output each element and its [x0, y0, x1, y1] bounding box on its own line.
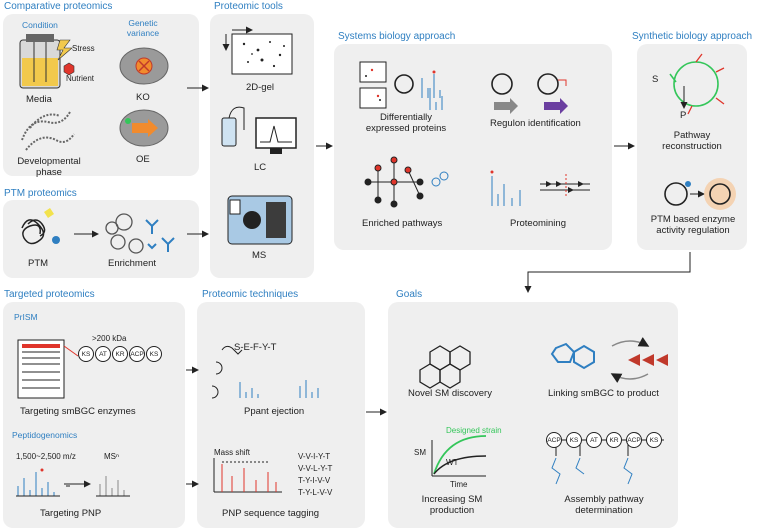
ppant-label: Ppant ejection	[244, 406, 305, 417]
tools-title: Proteomic tools	[214, 1, 283, 12]
assembly-domain-3: AT	[586, 432, 602, 448]
enrichment-proteins-icon	[105, 213, 144, 254]
stress-label: Stress	[72, 44, 95, 53]
media-label: Media	[26, 94, 52, 105]
increasing-label: Increasing SM production	[421, 494, 483, 516]
pnp-label: Targeting PNP	[40, 508, 102, 519]
2d-gel-icon	[222, 26, 293, 75]
prism-domain-2: AT	[95, 346, 111, 362]
pathway-cycle-icon	[669, 53, 725, 115]
novel-sm-molecule-icon	[419, 345, 471, 389]
developmental-phase-label: Developmental phase	[17, 156, 81, 178]
pnp-tag-label: PNP sequence tagging	[222, 508, 320, 519]
prism-domain-5: KS	[146, 346, 162, 362]
sequence-1: V-V-I-Y-T	[298, 452, 331, 461]
synthetic-panel	[637, 44, 747, 250]
regulon-icon	[491, 73, 568, 114]
ms-instrument-icon	[227, 195, 293, 245]
systems-title: Systems biology approach	[338, 31, 456, 42]
enriched-label: Enriched pathways	[362, 218, 443, 229]
synthetic-title: Synthetic biology approach	[632, 31, 753, 42]
peptidogenomics-spectrum-icon	[16, 468, 60, 497]
ppant-icon	[211, 345, 243, 399]
time-axis-label: Time	[450, 480, 468, 489]
ko-label: KO	[136, 92, 150, 103]
oe-cell-icon	[119, 109, 169, 147]
ppant-spectrum-icon	[239, 380, 319, 398]
enriched-pathways-icon	[364, 156, 449, 208]
wt-label: WT	[446, 458, 459, 467]
msn-label: MSⁿ	[104, 452, 119, 461]
techniques-title: Proteomic techniques	[202, 289, 299, 300]
techniques-panel	[197, 302, 365, 528]
gel-label: 2D-gel	[246, 82, 274, 93]
assembly-line-icon	[546, 439, 664, 485]
nutrient-label: Nutrient	[66, 74, 95, 83]
regulon-label: Regulon identification	[490, 118, 581, 129]
ptm-title: PTM proteomics	[4, 188, 77, 199]
sds-gel-icon	[17, 339, 65, 399]
targeted-title: Targeted proteomics	[4, 289, 95, 300]
nutrient-hexagon-icon	[63, 62, 75, 76]
sequence-4: T-Y-L-V-V	[298, 488, 333, 497]
ptm-panel	[3, 200, 199, 278]
media-jar-icon	[19, 34, 61, 89]
ko-cell-icon	[119, 47, 169, 85]
msn-spectrum-icon	[96, 476, 130, 497]
assembly-domain-6: KS	[646, 432, 662, 448]
linking-label: Linking smBGC to product	[548, 388, 659, 399]
goals-title: Goals	[396, 289, 423, 300]
prism-domain-1: KS	[78, 346, 94, 362]
mass-shift-label: Mass shift	[214, 448, 251, 457]
developmental-mycelium-icon	[21, 111, 75, 151]
ptm-label: PTM	[28, 258, 49, 269]
antibody-icon	[145, 219, 175, 252]
ptm-diamond-icon	[44, 208, 54, 218]
prism-domain-4: ACP	[129, 346, 145, 362]
comparative-title: Comparative proteomics	[4, 1, 113, 12]
pathway-reconstruction-label: Pathway reconstruction	[662, 130, 722, 152]
sequence-2: V-V-L-Y-T	[298, 464, 333, 473]
kda-label: >200 kDa	[92, 334, 127, 343]
prism-domain-3: KR	[112, 346, 128, 362]
lc-label: LC	[254, 162, 267, 173]
novel-sm-label: Novel SM discovery	[408, 388, 492, 399]
stress-lightning-icon	[56, 39, 73, 61]
proteomining-icon	[490, 170, 590, 206]
linking-icon	[550, 337, 668, 383]
lc-instrument-icon	[221, 106, 297, 154]
mass-shift-spectrum-icon	[213, 458, 282, 493]
assembly-domain-4: KR	[606, 432, 622, 448]
ms-label: MS	[252, 250, 267, 261]
peptidogenomics-label: Peptidogenomics	[12, 430, 78, 440]
ptm-regulation-label: PTM based enzyme activity regulation	[650, 214, 736, 236]
smbgc-label: Targeting smBGC enzymes	[20, 406, 136, 417]
differential-gels-icon	[359, 61, 443, 110]
sm-axis-label: SM	[414, 448, 426, 457]
assembly-label: Assembly pathway determination	[564, 494, 644, 516]
prism-label: PrISM	[14, 312, 38, 322]
sequence-3: T-Y-I-V-V	[298, 476, 331, 485]
substrate-label: S	[652, 74, 659, 85]
ptm-protein-icon	[21, 219, 46, 245]
oe-label: OE	[136, 154, 150, 165]
goals-panel	[388, 302, 678, 528]
sefyt-label: S-E-F-Y-T	[234, 342, 277, 353]
ptm-regulation-icon	[664, 178, 736, 210]
assembly-domain-2: KS	[566, 432, 582, 448]
designed-strain-label: Designed strain	[446, 426, 502, 435]
enrichment-label: Enrichment	[108, 258, 157, 269]
genetic-variance-label: Genetic variance	[126, 18, 160, 38]
proteomining-label: Proteomining	[510, 218, 566, 229]
mz-label: 1,500~2,500 m/z	[16, 452, 76, 461]
assembly-domain-1: ACP	[546, 432, 562, 448]
production-curve-icon	[431, 435, 487, 477]
product-label: P	[680, 110, 687, 121]
assembly-domain-5: ACP	[626, 432, 642, 448]
condition-label: Condition	[22, 20, 58, 30]
ptm-dot-icon	[52, 236, 60, 244]
differential-label: Differentially expressed proteins	[365, 112, 447, 134]
